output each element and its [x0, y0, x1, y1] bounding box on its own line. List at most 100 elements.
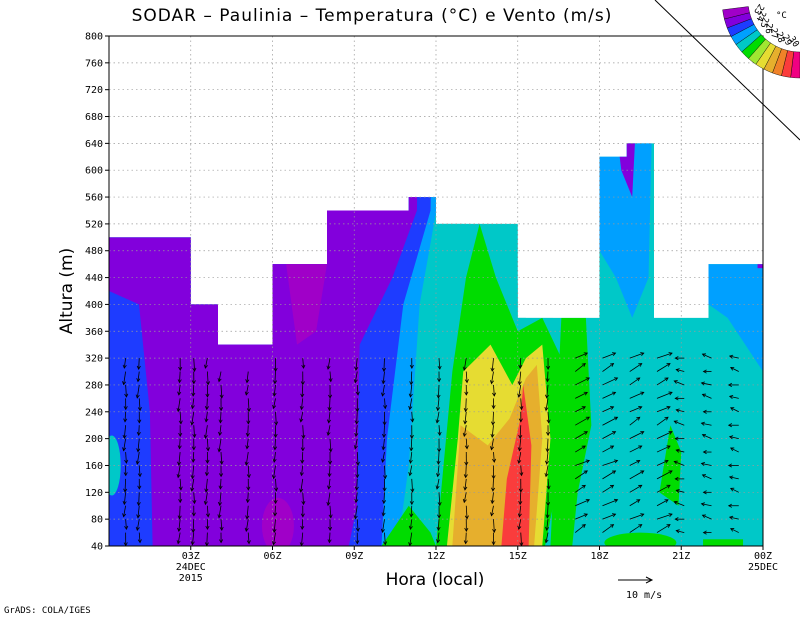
wind-arrow: [575, 406, 586, 413]
wind-arrow: [301, 532, 304, 546]
wind-arrowhead: [609, 524, 615, 528]
wind-arrowhead: [638, 524, 643, 528]
wind-arrowhead: [135, 394, 140, 399]
wind-arrowhead: [383, 475, 388, 480]
wind-arrowhead: [517, 525, 522, 530]
wind-arrow: [547, 478, 550, 489]
wind-arrowhead: [381, 458, 386, 463]
wind-arrow: [328, 478, 331, 489]
wind-arrow: [329, 532, 331, 543]
wind-arrow: [246, 505, 249, 519]
wind-arrowhead: [609, 484, 615, 489]
wind-arrowhead: [381, 446, 386, 451]
colorbar-label: 28: [773, 31, 785, 44]
wind-arrowhead: [668, 470, 673, 475]
wind-arrowhead: [326, 365, 331, 370]
wind-arrow: [519, 438, 522, 451]
wind-arrowhead: [700, 502, 705, 507]
wind-arrowhead: [299, 405, 304, 411]
wind-arrow: [192, 384, 195, 396]
wind-arrow: [218, 505, 222, 518]
wind-arrowhead: [299, 488, 304, 493]
wind-arrowhead: [217, 514, 222, 519]
wind-arrowhead: [218, 431, 223, 437]
wind-arrowhead: [611, 431, 617, 435]
wind-arrow: [193, 358, 195, 372]
temp-zone-23-low: [261, 497, 294, 546]
temp-zone-26-left: [109, 435, 121, 496]
wind-arrow: [300, 478, 304, 492]
wind-arrowhead: [492, 392, 497, 397]
wind-arrow: [602, 460, 618, 466]
wind-arrowhead: [219, 460, 224, 465]
wind-arrow: [676, 489, 685, 493]
wind-arrow: [465, 532, 467, 544]
temp-zone-30: [501, 384, 532, 546]
wind-arrow: [220, 519, 223, 531]
wind-arrowhead: [217, 448, 222, 453]
wind-arrowhead: [300, 447, 305, 452]
wind-arrowhead: [728, 515, 734, 520]
wind-arrowhead: [191, 528, 196, 533]
wind-arrowhead: [675, 529, 680, 534]
wind-arrow: [410, 438, 413, 451]
wind-arrowhead: [518, 434, 523, 440]
wind-arrow: [329, 398, 331, 411]
wind-arrowhead: [611, 391, 617, 396]
wind-arrow: [136, 451, 140, 465]
wind-arrow: [656, 484, 671, 493]
wind-arrowhead: [583, 513, 589, 518]
wind-arrow: [192, 532, 195, 545]
wind-arrow: [437, 465, 440, 477]
wind-arrowhead: [638, 363, 643, 367]
y-tick-label: 480: [85, 246, 103, 257]
wind-arrowhead: [124, 525, 129, 530]
wind-arrowhead: [327, 419, 332, 424]
wind-arrow: [656, 416, 669, 426]
wind-arrow: [730, 487, 739, 493]
wind-arrow: [123, 371, 127, 385]
wind-arrowhead: [327, 407, 332, 412]
wind-arrowhead: [205, 459, 210, 464]
y-tick-label: 640: [85, 139, 103, 150]
wind-reference-label: 10 m/s: [626, 590, 662, 601]
wind-arrow: [575, 363, 586, 372]
wind-arrowhead: [177, 445, 182, 450]
wind-arrowhead: [730, 487, 735, 492]
wind-arrow: [301, 398, 304, 410]
wind-arrow: [602, 377, 618, 386]
wind-arrowhead: [436, 473, 441, 478]
wind-arrow: [124, 411, 127, 422]
wind-arrow: [410, 384, 413, 397]
wind-arrowhead: [355, 474, 360, 479]
wind-arrowhead: [489, 380, 494, 385]
wind-arrow: [545, 398, 549, 411]
wind-arrow: [519, 358, 522, 369]
wind-arrow: [247, 465, 250, 478]
wind-arrow: [410, 452, 413, 464]
wind-arrowhead: [300, 459, 305, 464]
wind-arrowhead: [191, 392, 196, 397]
wind-arrowhead: [437, 448, 442, 453]
wind-arrow: [247, 492, 249, 503]
wind-arrow: [602, 513, 616, 520]
wind-arrow: [575, 460, 590, 466]
wind-arrow: [465, 465, 467, 478]
wind-arrowhead: [176, 407, 181, 413]
wind-arrowhead: [463, 420, 468, 425]
wind-arrowhead: [666, 445, 671, 450]
wind-arrowhead: [544, 406, 549, 412]
wind-arrowhead: [640, 391, 645, 396]
wind-arrow: [247, 532, 250, 544]
y-tick-label: 240: [85, 407, 103, 418]
wind-reference: 10 m/s: [618, 576, 662, 601]
wind-arrowhead: [464, 445, 469, 450]
wind-arrowhead: [463, 474, 468, 479]
wind-arrowhead: [203, 500, 208, 506]
wind-arrow: [674, 380, 685, 386]
wind-arrow: [729, 395, 739, 399]
wind-arrow: [491, 358, 494, 372]
wind-arrow: [327, 425, 331, 436]
wind-arrowhead: [668, 513, 673, 517]
